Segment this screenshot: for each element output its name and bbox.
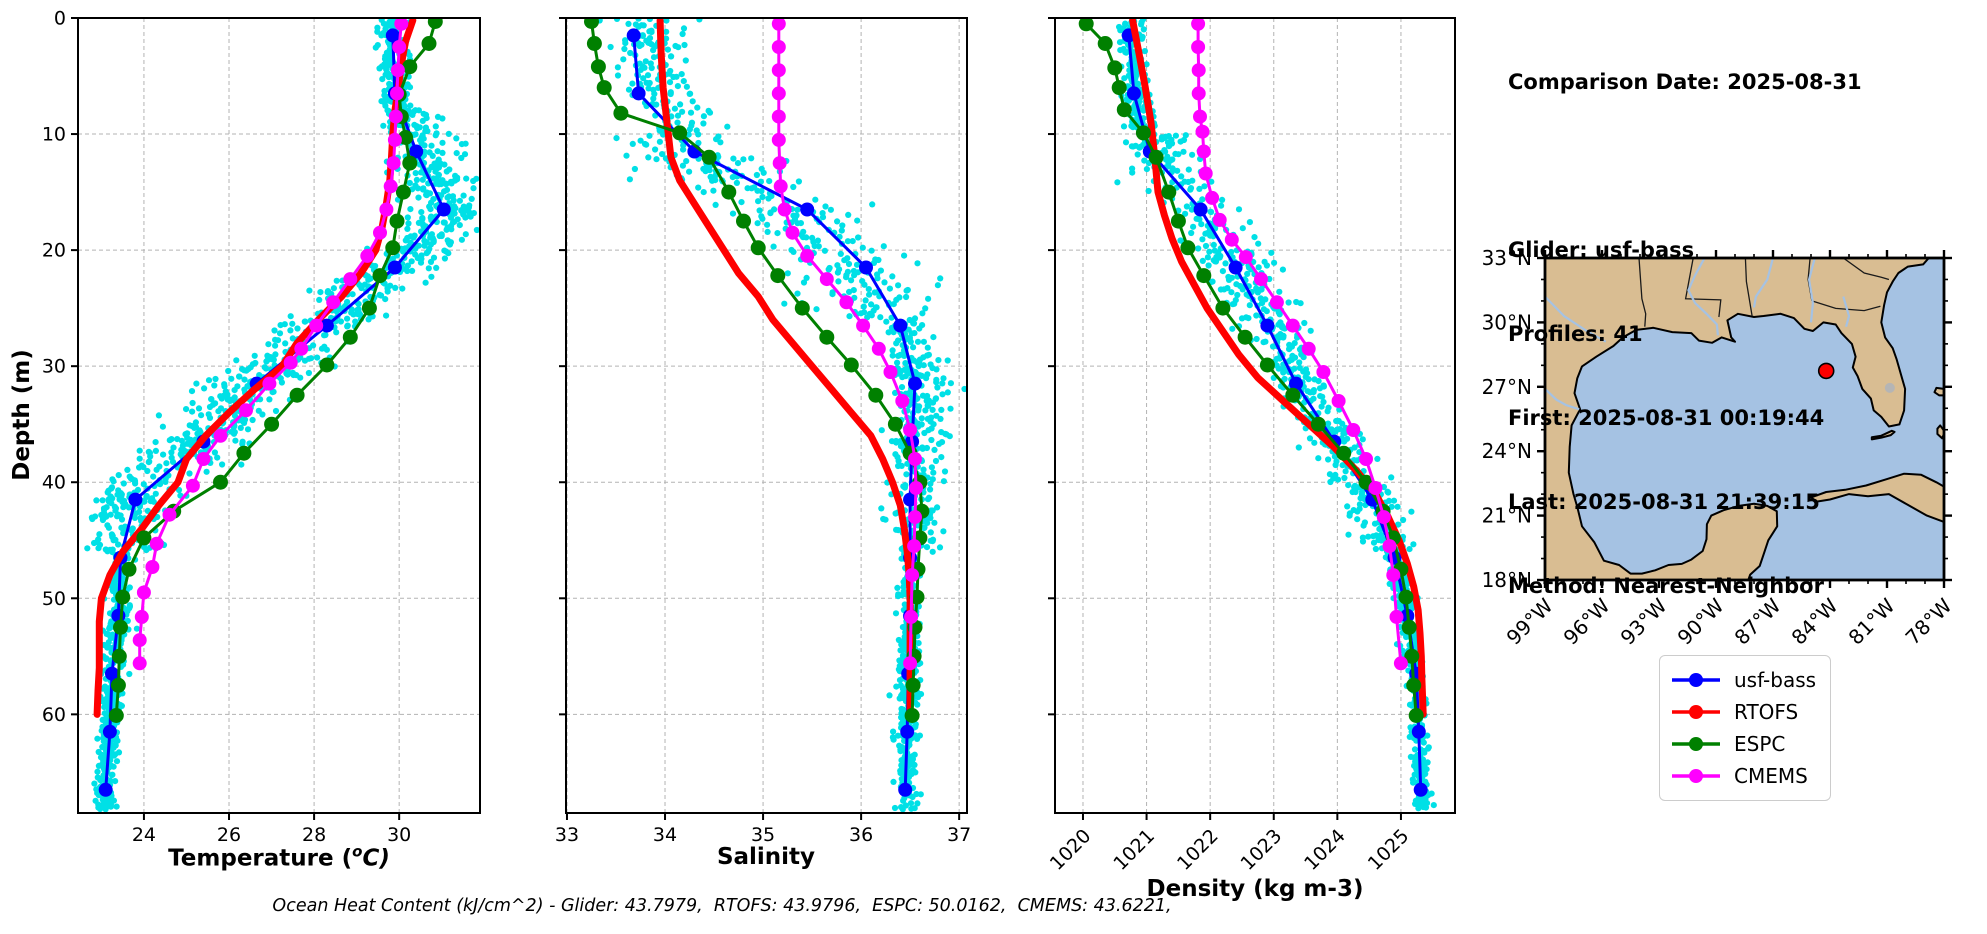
map-state-border	[1744, 258, 1753, 317]
svg-text:24: 24	[132, 824, 156, 846]
svg-text:78°W: 78°W	[1901, 593, 1957, 649]
info-comparison-date: Comparison Date: 2025-08-31	[1508, 70, 1862, 94]
svg-text:1024: 1024	[1300, 825, 1350, 875]
ticks: 24 26 28 30 0 10 20 30 40 50 60	[42, 8, 411, 847]
legend-line-sample	[1672, 769, 1720, 783]
svg-text:27°N: 27°N	[1482, 375, 1532, 399]
info-last: Last: 2025-08-31 21:39:15	[1508, 490, 1820, 514]
series-CMEMS	[771, 18, 923, 671]
legend-line-sample	[1672, 673, 1720, 687]
series-RTOFS	[656, 18, 914, 718]
svg-text:30°N: 30°N	[1482, 310, 1532, 334]
svg-text:1025: 1025	[1364, 825, 1414, 875]
map-river	[1545, 388, 1580, 411]
glider-scatter	[1114, 18, 1437, 812]
svg-text:60: 60	[42, 704, 66, 726]
map-land-polygon	[1545, 258, 1930, 580]
map-lake	[1884, 382, 1895, 393]
density-plot: 1020 1021 1022 1023 1024 1025	[1046, 17, 1456, 875]
series-CMEMS	[1191, 18, 1408, 671]
series-RTOFS	[93, 18, 417, 718]
info-method: Method: Nearest-Neighbor	[1508, 574, 1824, 598]
legend-item-espc: ESPC	[1670, 728, 1816, 760]
svg-text:10: 10	[42, 124, 66, 146]
map-state-border	[1811, 300, 1881, 312]
ocean-heat-content-footer: Ocean Heat Content (kJ/cm^2) - Glider: 4…	[272, 896, 1172, 916]
legend-label: usf-bass	[1734, 668, 1817, 692]
map-state-border	[1638, 258, 1647, 327]
x-axis-label-temperature: Temperature (oC)	[168, 842, 390, 872]
svg-text:1022: 1022	[1173, 825, 1223, 875]
svg-text:18°N: 18°N	[1482, 568, 1532, 592]
svg-text:0: 0	[54, 8, 66, 30]
x-axis-label-density: Density (kg m-3)	[1146, 876, 1364, 902]
svg-text:33: 33	[555, 824, 579, 846]
map-river	[1545, 295, 1607, 343]
svg-text:1020: 1020	[1046, 825, 1096, 875]
svg-text:35: 35	[751, 824, 775, 846]
svg-text:1021: 1021	[1109, 825, 1159, 875]
svg-text:1023: 1023	[1237, 825, 1287, 875]
svg-text:21°N: 21°N	[1482, 504, 1532, 528]
svg-text:36: 36	[849, 824, 873, 846]
map-river	[1842, 296, 1851, 327]
series-RTOFS	[1129, 18, 1427, 718]
map-land-polygon	[1810, 472, 1944, 523]
legend-label: ESPC	[1734, 732, 1786, 756]
y-axis-label-depth: Depth (m)	[9, 349, 35, 481]
temperature-plot: 24 26 28 30 0 10 20 30 40 50 60	[42, 8, 481, 847]
map-land-polygon	[1870, 429, 1896, 441]
svg-text:28: 28	[302, 824, 326, 846]
map-river	[1687, 258, 1719, 336]
info-glider: Glider: usf-bass	[1508, 238, 1695, 262]
glider-location-marker	[1817, 362, 1835, 380]
legend-line-sample	[1672, 737, 1720, 751]
info-gap	[1508, 152, 1862, 180]
x-axis-label-salinity: Salinity	[716, 844, 816, 870]
grid	[1055, 17, 1455, 813]
map-state-border	[1842, 258, 1890, 281]
legend-item-cmems: CMEMS	[1670, 760, 1816, 792]
legend-item-usf-bass: usf-bass	[1670, 664, 1816, 696]
legend-label: CMEMS	[1734, 764, 1808, 788]
series-ESPC	[584, 18, 930, 723]
map-river	[1752, 258, 1775, 308]
svg-text:33°N: 33°N	[1482, 246, 1532, 270]
salinity-plot: 33 34 35 36 37	[555, 17, 971, 846]
svg-text:26: 26	[217, 824, 241, 846]
svg-text:34: 34	[653, 824, 677, 846]
info-panel: Comparison Date: 2025-08-31 Glider: usf-…	[1508, 12, 1862, 656]
series-CMEMS	[132, 18, 409, 671]
svg-text:24°N: 24°N	[1482, 439, 1532, 463]
map-land-polygon	[1936, 424, 1944, 440]
legend-item-rtofs: RTOFS	[1670, 696, 1816, 728]
info-first: First: 2025-08-31 00:19:44	[1508, 406, 1825, 430]
map-river	[1807, 258, 1816, 323]
legend-line-sample	[1672, 705, 1720, 719]
svg-text:20: 20	[42, 240, 66, 262]
svg-text:40: 40	[42, 472, 66, 494]
legend: usf-bass RTOFS ESPC CMEMS	[1659, 655, 1832, 801]
svg-text:37: 37	[947, 824, 971, 846]
svg-text:30: 30	[42, 356, 66, 378]
ticks: 33 34 35 36 37	[555, 17, 971, 846]
legend-label: RTOFS	[1734, 700, 1799, 724]
info-profiles: Profiles: 41	[1508, 322, 1643, 346]
svg-text:30: 30	[387, 824, 411, 846]
svg-text:50: 50	[42, 588, 66, 610]
map-state-border	[1684, 258, 1722, 318]
